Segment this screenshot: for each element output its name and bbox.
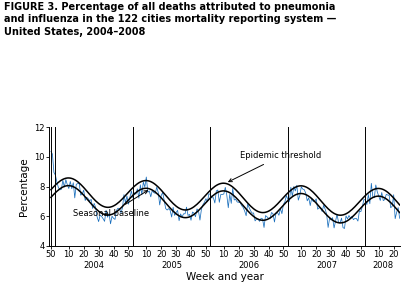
Text: Seasonal baseline: Seasonal baseline: [73, 191, 150, 218]
Text: Epidemic threshold: Epidemic threshold: [229, 151, 321, 182]
Text: Week and year: Week and year: [185, 272, 264, 282]
Text: 2004: 2004: [84, 261, 105, 270]
Text: FIGURE 3. Percentage of all deaths attributed to pneumonia
and influenza in the : FIGURE 3. Percentage of all deaths attri…: [4, 2, 337, 37]
Text: 2006: 2006: [239, 261, 260, 270]
Y-axis label: Percentage: Percentage: [19, 157, 28, 216]
Text: 2008: 2008: [373, 261, 394, 270]
Text: 2007: 2007: [316, 261, 337, 270]
Text: 2005: 2005: [161, 261, 182, 270]
